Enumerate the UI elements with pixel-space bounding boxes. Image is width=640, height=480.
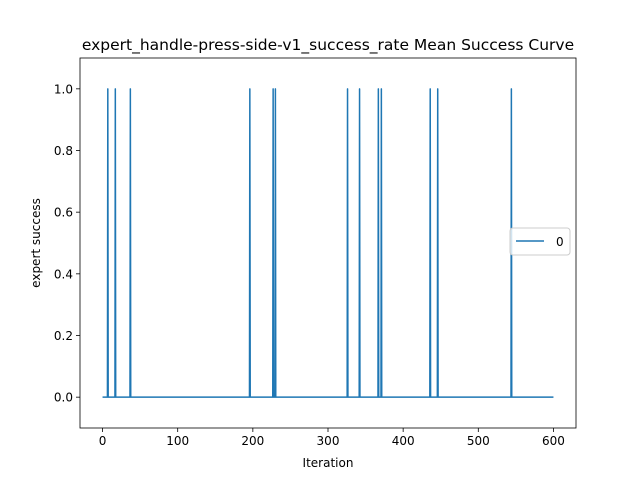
x-axis-ticks: 0 100 200 300 400 500 600 <box>99 428 565 448</box>
y-axis-ticks: 0.0 0.2 0.4 0.6 0.8 1.0 <box>54 82 80 405</box>
x-tick-label: 200 <box>241 434 264 448</box>
x-tick-label: 400 <box>392 434 415 448</box>
y-tick-label: 0.6 <box>54 206 73 220</box>
y-tick-label: 0.0 <box>54 391 73 405</box>
x-axis-label: Iteration <box>303 456 354 470</box>
legend: 0 <box>509 227 571 256</box>
plot-frame <box>79 57 577 429</box>
y-tick-label: 0.8 <box>54 144 73 158</box>
x-tick-label: 100 <box>166 434 189 448</box>
x-tick-label: 600 <box>542 434 565 448</box>
y-tick-label: 0.2 <box>54 329 73 343</box>
x-tick-label: 300 <box>317 434 340 448</box>
x-tick-label: 0 <box>99 434 107 448</box>
plot-area <box>80 58 576 428</box>
chart-title: expert_handle-press-side-v1_success_rate… <box>82 36 574 55</box>
y-tick-label: 0.4 <box>54 267 73 281</box>
legend-entry-label: 0 <box>556 235 564 249</box>
x-tick-label: 500 <box>467 434 490 448</box>
y-tick-label: 1.0 <box>54 82 73 96</box>
series-layer <box>102 88 554 398</box>
series-line-0 <box>102 88 554 398</box>
y-axis-label: expert success <box>29 198 43 288</box>
